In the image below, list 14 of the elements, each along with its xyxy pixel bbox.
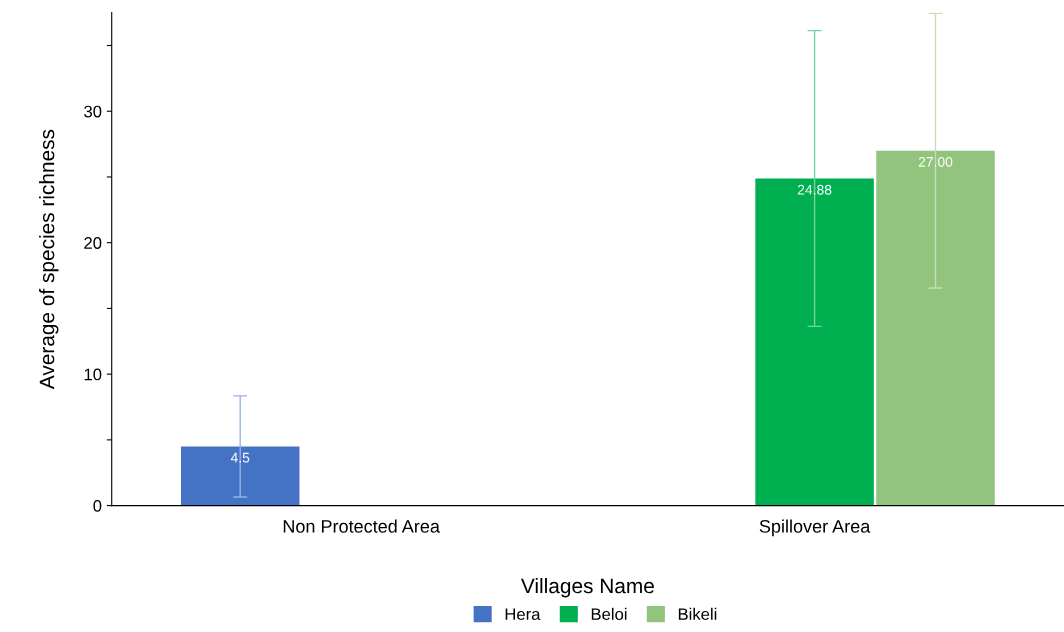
data-label: 27.00 <box>918 156 953 167</box>
data-label: 4.5 <box>230 452 250 463</box>
x-tick-label: Non Protected Area <box>283 519 440 533</box>
legend-label: Beloi <box>591 607 627 621</box>
legend-label: Bikeli <box>678 607 717 621</box>
y-tick-label: 20 <box>84 237 102 249</box>
y-tick-label: 30 <box>84 105 102 118</box>
y-tick-label: 0 <box>93 500 102 512</box>
data-label: 24.88 <box>797 184 832 195</box>
y-tick-label: 10 <box>84 368 102 381</box>
x-axis-title: Villages Name <box>520 577 654 598</box>
y-axis-title: Average of species richness <box>39 129 59 390</box>
legend-label: Hera <box>505 608 541 621</box>
x-tick-label: Spillover Area <box>759 519 871 537</box>
